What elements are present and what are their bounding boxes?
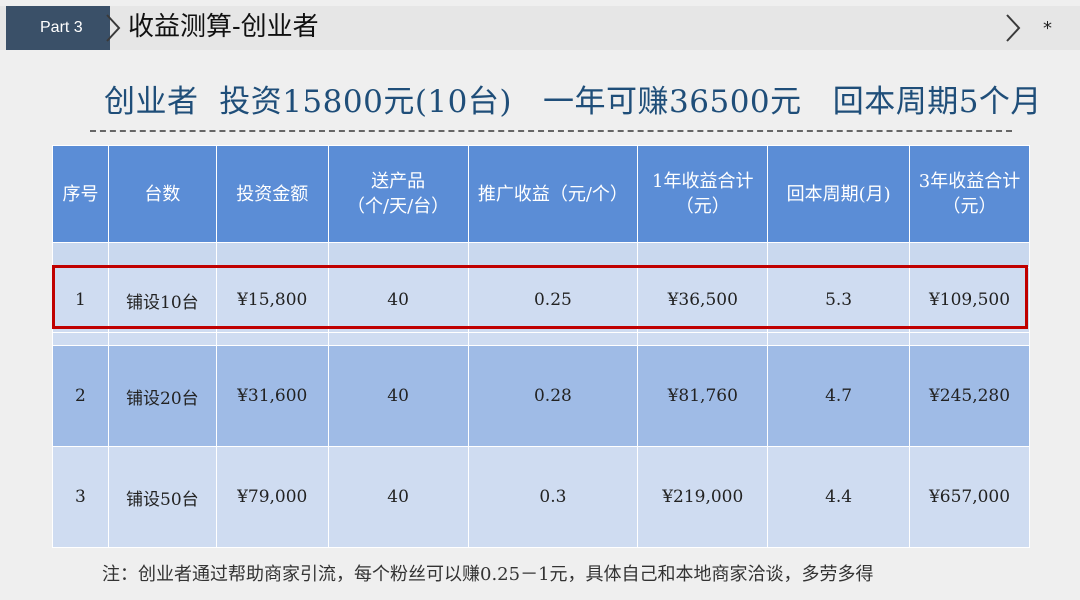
table-cell: 40 bbox=[327, 267, 469, 333]
table-cell: 铺设50台 bbox=[107, 446, 217, 548]
column-header-line: 送产品 bbox=[371, 171, 426, 192]
table-cell: 2 bbox=[52, 345, 109, 447]
table-cell: 0.28 bbox=[467, 345, 639, 447]
table-row: 1 铺设10台 ¥15,800 40 0.25 ¥36,500 5.3 ¥109,500 bbox=[52, 267, 1030, 333]
column-header: 3年收益合计 （元） bbox=[909, 145, 1030, 243]
table-cell: ¥36,500 bbox=[637, 267, 769, 333]
table-cell: 3 bbox=[52, 446, 109, 548]
part-badge: Part 3 bbox=[6, 6, 110, 50]
column-header: 回本周期(月) bbox=[767, 145, 911, 243]
column-header-line: （元） bbox=[942, 196, 997, 217]
table-cell: ¥109,500 bbox=[909, 267, 1030, 333]
chevron-right-icon bbox=[1006, 14, 1021, 42]
column-header-line: 回本周期(月) bbox=[786, 183, 891, 205]
table-cell: 4.4 bbox=[767, 446, 911, 548]
table-cell: ¥79,000 bbox=[215, 446, 329, 548]
income-table: 序号 台数 投资金额 送产品 （个/天/台） 推广收益（元/个） 1年收益合计 （元） 回本周期… bbox=[52, 145, 1030, 548]
column-header-line: 投资金额 bbox=[236, 183, 309, 205]
header-bar: Part 3 收益测算-创业者 * bbox=[0, 6, 1080, 50]
section-title: 收益测算-创业者 bbox=[128, 11, 319, 41]
column-header-line: （元） bbox=[675, 196, 730, 217]
headline: 创业者 投资15800元(10台) 一年可赚36500元 回本周期5个月 bbox=[104, 84, 1042, 120]
part-label: Part 3 bbox=[40, 19, 83, 36]
table-cell: ¥81,760 bbox=[637, 345, 769, 447]
column-header-line: 3年收益合计 bbox=[918, 171, 1021, 192]
table-row: 3 铺设50台 ¥79,000 40 0.3 ¥219,000 4.4 ¥657,000 bbox=[52, 446, 1030, 548]
column-header: 送产品 （个/天/台） bbox=[327, 145, 469, 243]
column-header-line: （个/天/台） bbox=[347, 196, 450, 217]
table-spacer-row bbox=[52, 332, 1030, 346]
star-mark: * bbox=[1043, 18, 1052, 39]
table-cell: 0.3 bbox=[467, 446, 639, 548]
column-header: 序号 bbox=[52, 145, 109, 243]
column-header: 投资金额 bbox=[215, 145, 329, 243]
highlight-box bbox=[52, 265, 1028, 329]
column-header: 台数 bbox=[107, 145, 217, 243]
table-cell: ¥219,000 bbox=[637, 446, 769, 548]
table-header-row: 序号 台数 投资金额 送产品 （个/天/台） 推广收益（元/个） 1年收益合计 （元） 回本周期… bbox=[52, 145, 1030, 243]
dashed-divider bbox=[90, 130, 1012, 132]
table-cell: ¥15,800 bbox=[215, 267, 329, 333]
table-cell: 5.3 bbox=[767, 267, 911, 333]
table-cell: ¥31,600 bbox=[215, 345, 329, 447]
table-cell: ¥657,000 bbox=[909, 446, 1030, 548]
column-header-line: 序号 bbox=[62, 183, 99, 205]
chevron-right-icon bbox=[106, 14, 121, 42]
column-header-line: 推广收益（元/个） bbox=[477, 183, 628, 205]
table-cell: 40 bbox=[327, 345, 469, 447]
table-cell: 0.25 bbox=[467, 267, 639, 333]
column-header: 推广收益（元/个） bbox=[467, 145, 639, 243]
table-spacer-row bbox=[52, 242, 1030, 268]
table-cell: 1 bbox=[52, 267, 109, 333]
table-row: 2 铺设20台 ¥31,600 40 0.28 ¥81,760 4.7 ¥245,280 bbox=[52, 345, 1030, 447]
footnote: 注：创业者通过帮助商家引流，每个粉丝可以赚0.25－1元，具体自己和本地商家洽谈… bbox=[102, 564, 874, 585]
table-cell: ¥245,280 bbox=[909, 345, 1030, 447]
table-cell: 4.7 bbox=[767, 345, 911, 447]
column-header-line: 台数 bbox=[144, 183, 181, 205]
column-header: 1年收益合计 （元） bbox=[637, 145, 769, 243]
column-header-line: 1年收益合计 bbox=[652, 171, 754, 192]
table-cell: 40 bbox=[327, 446, 469, 548]
table-cell: 铺设20台 bbox=[107, 345, 217, 447]
